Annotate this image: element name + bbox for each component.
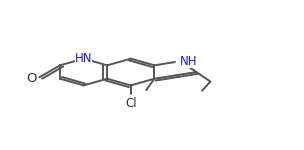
Text: Cl: Cl <box>125 97 136 110</box>
Text: HN: HN <box>75 52 92 65</box>
Text: O: O <box>26 72 37 85</box>
Text: NH: NH <box>180 55 198 68</box>
